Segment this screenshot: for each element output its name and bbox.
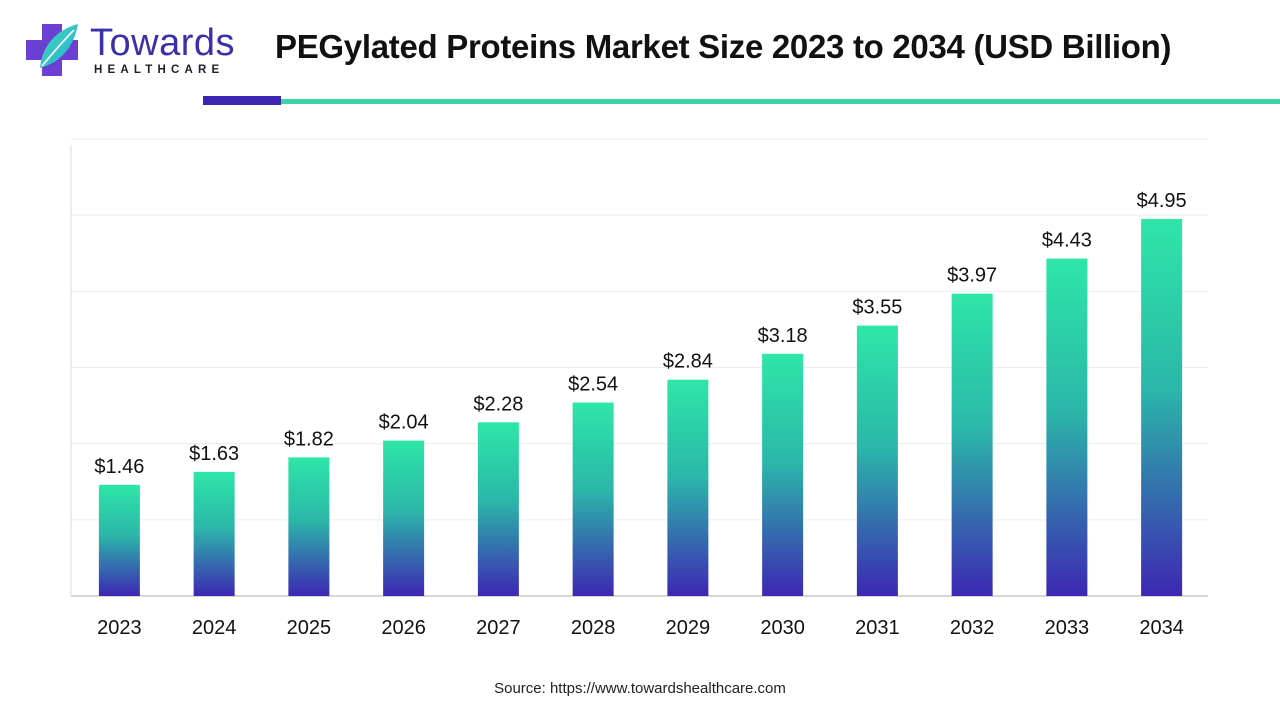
x-tick-label-2027: 2027 xyxy=(476,617,521,639)
x-tick-label-2034: 2034 xyxy=(1139,617,1184,639)
data-label-2033: $4.43 xyxy=(1042,230,1092,252)
data-label-2031: $3.55 xyxy=(852,297,902,319)
bar-2030 xyxy=(762,353,804,596)
data-label-2025: $1.82 xyxy=(284,428,334,450)
chart-title: PEGylated Proteins Market Size 2023 to 2… xyxy=(275,28,1172,65)
bar-2028 xyxy=(572,402,614,596)
bar-2034 xyxy=(1141,218,1183,596)
bar-2029 xyxy=(667,379,709,596)
bar-series xyxy=(98,218,1183,596)
data-label-2026: $2.04 xyxy=(379,412,429,434)
data-label-2028: $2.54 xyxy=(568,374,618,396)
data-label-2024: $1.63 xyxy=(189,443,239,465)
bar-2031 xyxy=(856,325,898,596)
x-tick-labels: 2023 2024 2025 2026 2027 2028 2029 2030 2031 2032… xyxy=(97,617,1184,639)
title-underline xyxy=(281,99,1280,104)
logo-wordmark: Towards xyxy=(90,22,235,64)
x-tick-label-2024: 2024 xyxy=(192,617,237,639)
bar-2026 xyxy=(383,440,425,596)
data-label-2029: $2.84 xyxy=(663,351,713,373)
data-labels: $1.46 $1.63 $1.82 $2.04 $2.28 $2.54 $2.84 $3.18… xyxy=(94,190,1186,478)
bar-2033 xyxy=(1046,258,1088,596)
brand-logo: Towards HEALTHCARE xyxy=(20,18,240,82)
gridlines xyxy=(71,138,1208,521)
data-label-2032: $3.97 xyxy=(947,265,997,287)
data-label-2034: $4.95 xyxy=(1137,190,1187,212)
x-tick-label-2023: 2023 xyxy=(97,617,142,639)
bar-2024 xyxy=(193,471,235,596)
x-tick-label-2028: 2028 xyxy=(571,617,616,639)
logo-subtitle: HEALTHCARE xyxy=(94,64,225,76)
data-label-2030: $3.18 xyxy=(758,325,808,347)
x-tick-label-2029: 2029 xyxy=(666,617,711,639)
bar-2023 xyxy=(98,484,140,596)
x-tick-label-2032: 2032 xyxy=(950,617,995,639)
bar-2025 xyxy=(288,457,330,596)
medical-cross-icon xyxy=(26,24,78,76)
x-tick-label-2026: 2026 xyxy=(381,617,426,639)
data-label-2023: $1.46 xyxy=(94,456,144,478)
x-tick-label-2030: 2030 xyxy=(760,617,805,639)
source-note: Source: https://www.towardshealthcare.co… xyxy=(494,680,786,697)
x-tick-label-2025: 2025 xyxy=(287,617,332,639)
title-underline-accent xyxy=(203,96,281,105)
x-tick-label-2031: 2031 xyxy=(855,617,900,639)
data-label-2027: $2.28 xyxy=(473,393,523,415)
bar-2032 xyxy=(951,293,993,596)
bar-2027 xyxy=(477,422,519,596)
x-tick-label-2033: 2033 xyxy=(1045,617,1090,639)
